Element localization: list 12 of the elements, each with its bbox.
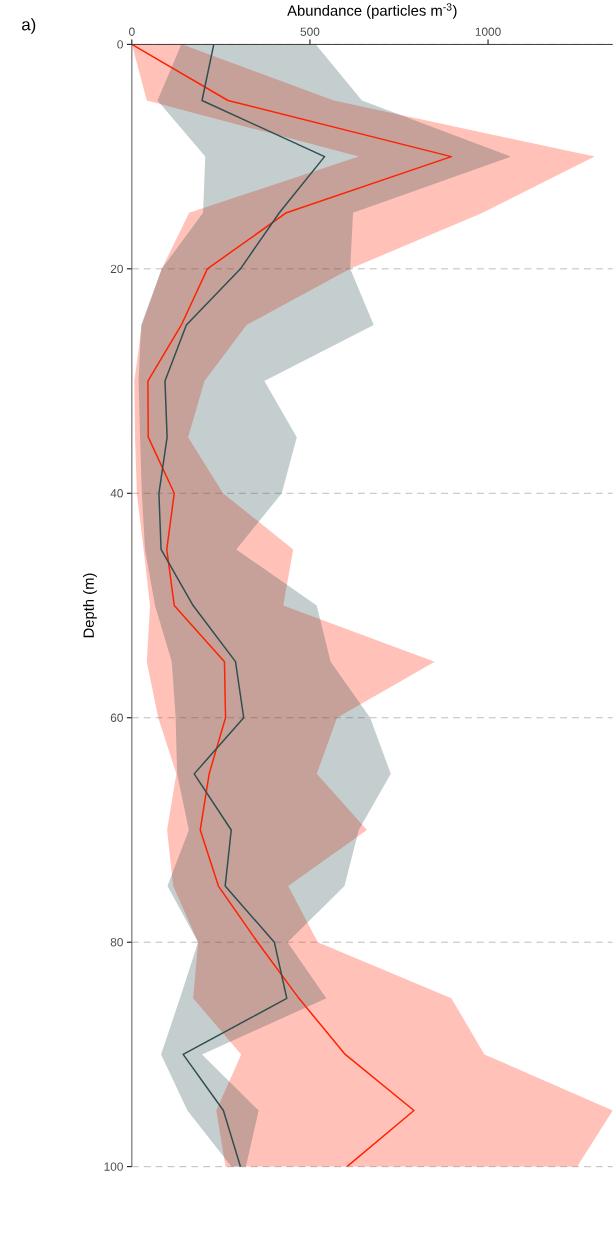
x-tick-label: 0 [128,27,135,36]
y-tick-label: 0 [117,40,123,49]
text: a) [21,18,36,34]
y-tick-label: 60 [110,713,123,722]
y-axis-title: Depth (m) [82,573,97,638]
x-tick-label: 1000 [475,27,501,36]
y-tick-label: 20 [110,264,123,274]
y-tick-label: 40 [110,489,123,498]
y-tick-label: 100 [104,1162,123,1171]
y-tick-label: 80 [110,938,123,947]
x-tick-label: 500 [300,27,320,36]
x-axis-title: Abundance (particles m$^{-3}$) [287,3,457,19]
